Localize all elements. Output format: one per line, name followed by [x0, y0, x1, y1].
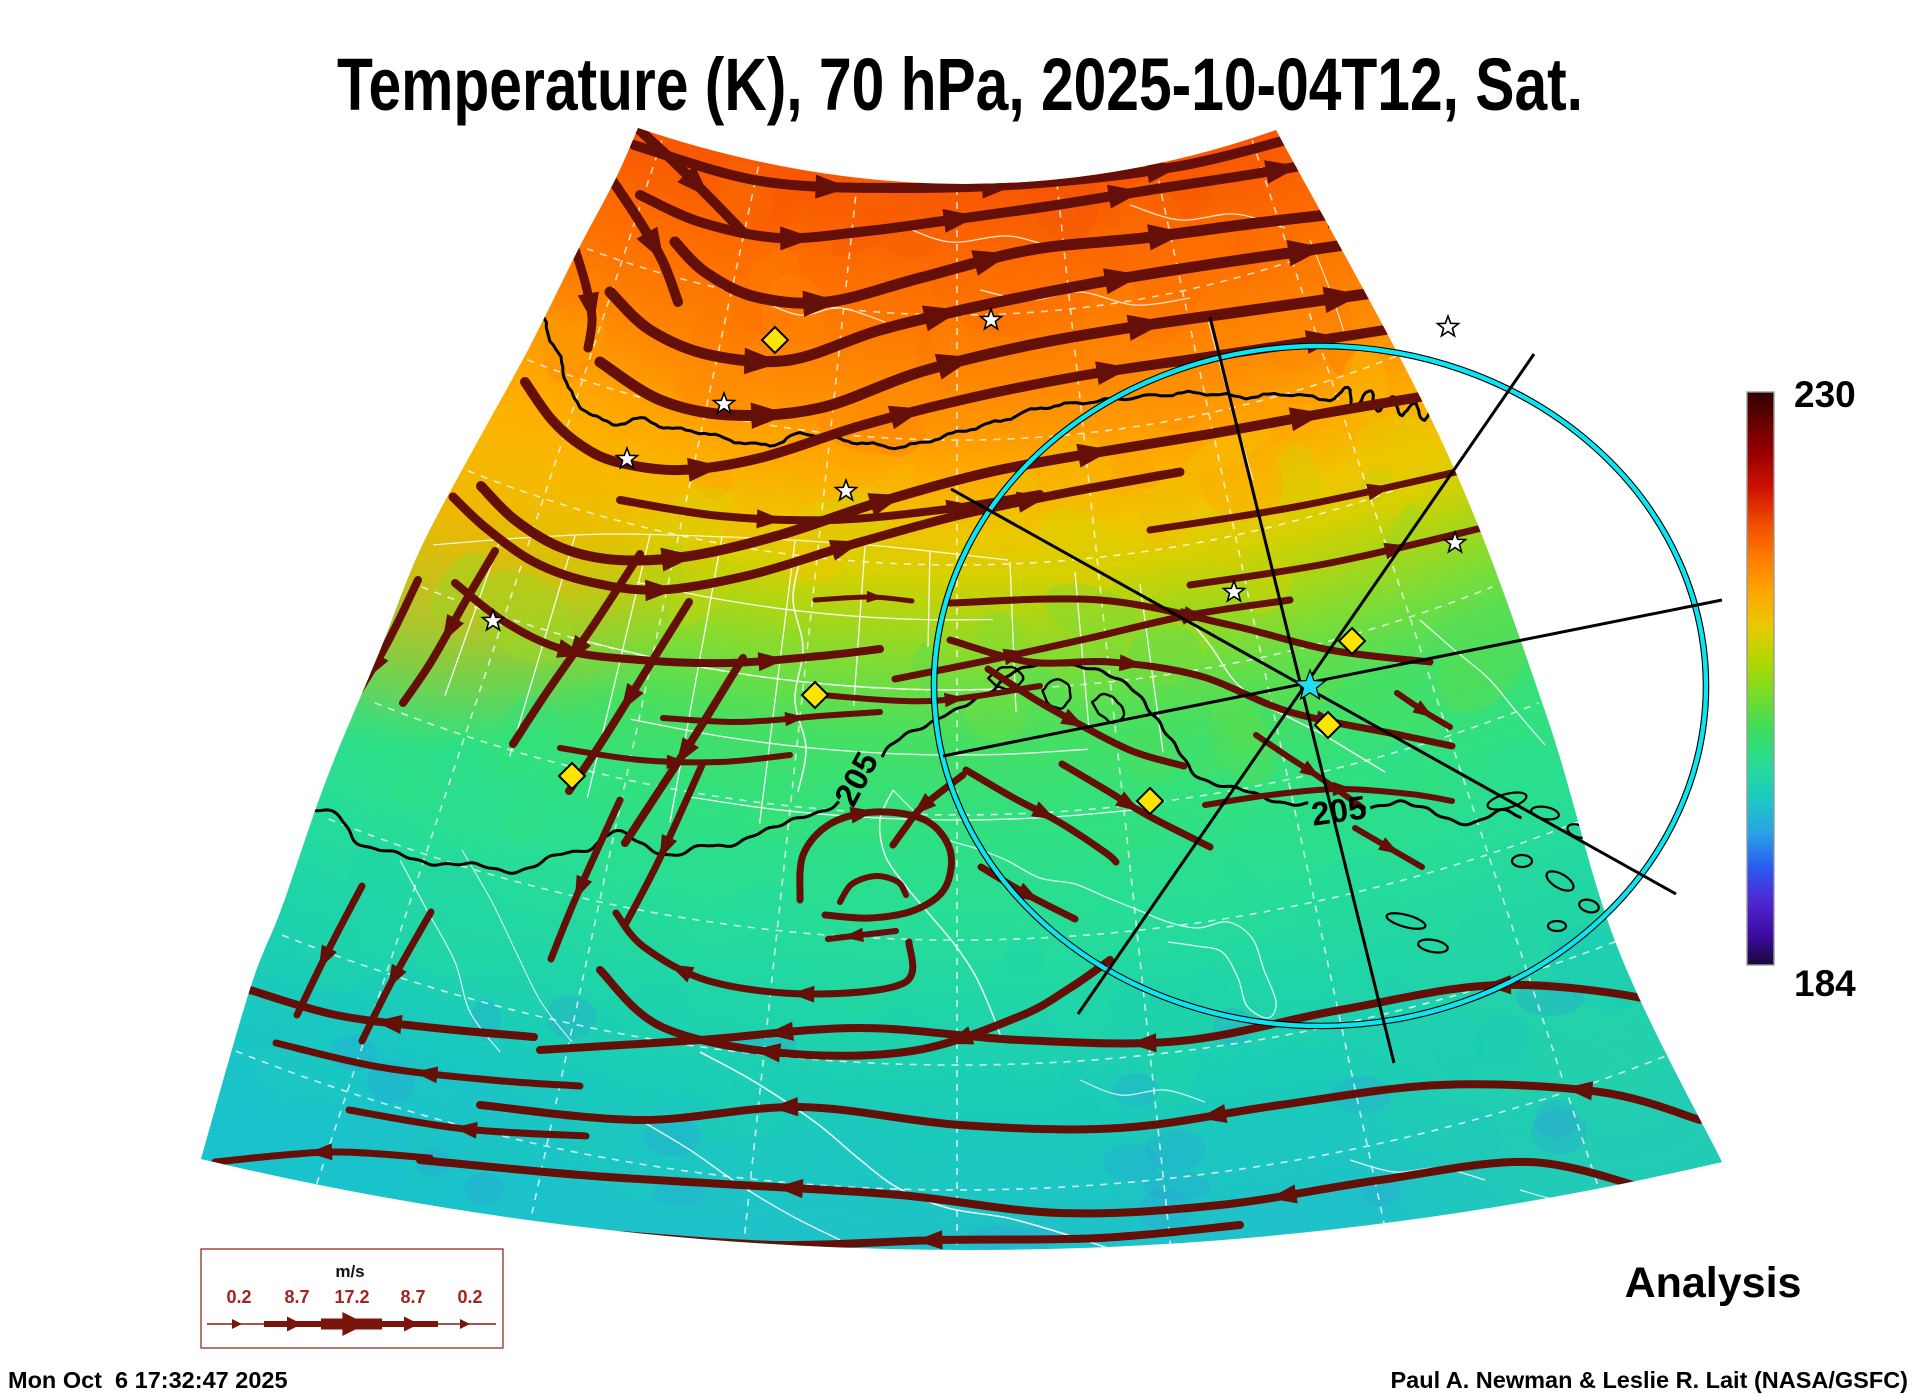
svg-text:184: 184 — [1794, 963, 1856, 1004]
svg-text:Analysis: Analysis — [1625, 1259, 1802, 1307]
svg-text:205: 205 — [1309, 788, 1369, 832]
svg-text:17.2: 17.2 — [334, 1287, 369, 1307]
svg-text:m/s: m/s — [335, 1262, 364, 1281]
svg-text:Mon Oct 6 17:32:47 2025: Mon Oct 6 17:32:47 2025 — [8, 1367, 288, 1393]
svg-text:Paul A. Newman & Leslie R. Lai: Paul A. Newman & Leslie R. Lait (NASA/GS… — [1390, 1367, 1908, 1393]
svg-text:0.2: 0.2 — [226, 1287, 251, 1307]
svg-text:0.2: 0.2 — [457, 1287, 482, 1307]
svg-text:Temperature (K), 70 hPa, 2025-: Temperature (K), 70 hPa, 2025-10-04T12, … — [337, 43, 1583, 126]
svg-text:8.7: 8.7 — [400, 1287, 425, 1307]
svg-text:8.7: 8.7 — [284, 1287, 309, 1307]
svg-text:230: 230 — [1794, 374, 1856, 415]
